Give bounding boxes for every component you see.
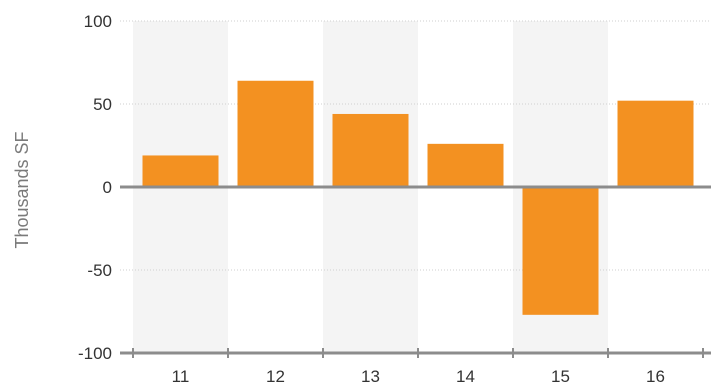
x-tick-label: 15 [551,367,570,386]
bar [142,155,219,187]
x-tick-label: 13 [361,367,380,386]
y-tick-label: 0 [103,178,112,197]
bar [427,143,504,187]
y-tick-label: 100 [84,12,112,31]
bar-series [142,80,694,315]
x-tick-label: 16 [646,367,665,386]
bar [617,100,694,187]
x-tick-label: 12 [266,367,285,386]
y-axis-title: Thousands SF [12,131,32,248]
y-tick-label: -100 [78,344,112,363]
y-tick-label: 50 [93,95,112,114]
bar [522,187,599,315]
bar [332,113,409,187]
y-tick-label: -50 [87,261,112,280]
x-tick-labels: 11 12 13 14 15 16 [172,367,665,386]
axes [120,185,711,358]
x-tick-label: 14 [456,367,475,386]
x-tick-label: 11 [172,367,190,386]
gridlines [120,20,711,271]
y-tick-labels: 100 50 0 -50 -100 [78,12,112,363]
bar [237,80,314,187]
